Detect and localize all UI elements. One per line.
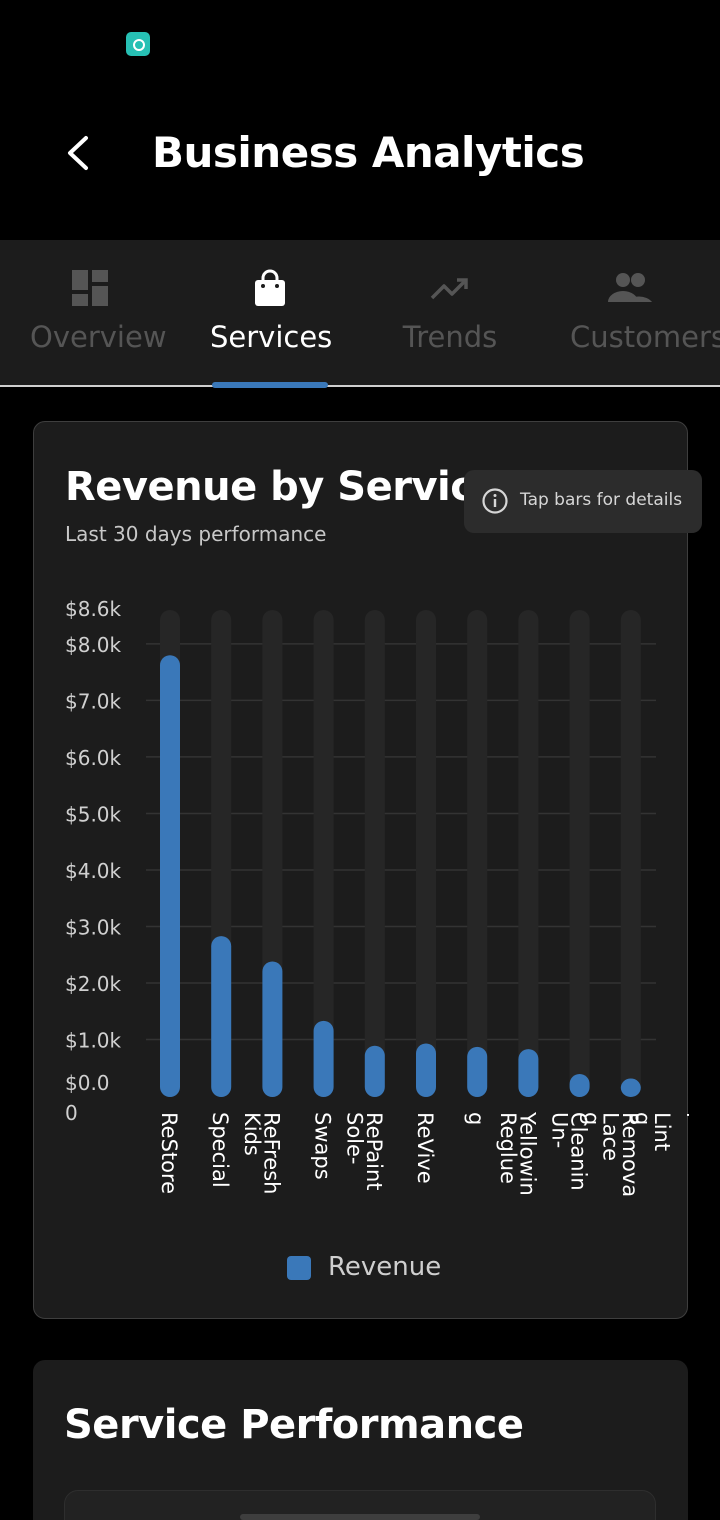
revenue-chart-card: Revenue by Service Last 30 days performa… [33,421,702,1320]
x-tick-label: Lint [650,1112,674,1151]
y-tick-label: $0.0 [65,1071,110,1095]
tab-overview-label: Overview [30,320,167,354]
x-tick-label: g [579,1112,603,1125]
page-title: Business Analytics [152,128,585,177]
bar [364,1045,385,1097]
info-icon [482,488,508,514]
bar [467,1046,488,1097]
y-tick-label: $6.0k [65,746,122,770]
x-tick-label: Reglue [496,1112,520,1184]
y-tick-label: $1.0k [65,1028,122,1052]
x-tick-label: Yellowin [515,1111,539,1196]
bar [211,936,232,1097]
x-tick-label: RePaint [362,1112,386,1191]
trending-up-icon [430,278,468,300]
shopping-bag-icon [255,269,285,306]
bar-track [364,610,385,1096]
x-tick-label: ReVive [413,1112,437,1184]
x-tick-label: Un- [547,1112,571,1148]
revenue-bar-chart[interactable]: $0.0 $1.0k $2.0k $3.0k $4.0k $5.0k $6.0k $7.0k $… [34,422,689,1320]
dashboard-icon [72,270,108,306]
bar-track [467,610,488,1096]
y-tick-label: 0 [65,1101,78,1125]
tab-indicator [212,382,328,388]
tab-bar: Overview Services Trends [0,240,720,388]
performance-title: Service Performance [64,1402,524,1448]
x-tick-label: Remova [618,1112,642,1197]
tab-services-label: Services [210,320,333,354]
tab-trends[interactable]: Trends [360,240,540,385]
y-tick-label: $2.0k [65,972,122,996]
status-app-icon [126,32,150,56]
x-tick-label: Special [208,1112,232,1188]
bar [416,1043,436,1097]
legend-swatch [287,1256,311,1280]
bar-track [620,610,641,1096]
tab-customers[interactable]: Customers [540,240,720,385]
bar [569,1073,590,1097]
tap-hint-text: Tap bars for details [520,490,683,510]
x-tick-label: Sole- [343,1112,367,1165]
tap-hint-chip: Tap bars for details [464,470,702,533]
y-tick-label: $3.0k [65,915,122,939]
back-button[interactable] [56,128,104,178]
people-icon [608,273,652,302]
x-tick-label: g [631,1112,655,1125]
x-tick-label: Lace [599,1112,623,1161]
x-tick-label: Swaps [311,1112,335,1180]
y-tick-label: $8.6k [65,597,122,621]
x-tick-label: g [464,1112,488,1125]
tab-overview[interactable]: Overview [0,240,180,385]
x-tick-label: ReFresh [259,1112,283,1194]
chart-title: Revenue by Service [65,464,501,510]
bar-track [518,610,539,1096]
x-tick-label: ReStore [157,1112,181,1194]
service-performance-card: Service Performance [33,1360,688,1520]
bar [313,1020,334,1097]
y-tick-label: $4.0k [65,859,122,883]
chart-subtitle: Last 30 days performance [65,522,327,546]
bar [160,655,180,1097]
legend-label: Revenue [328,1252,442,1282]
bar [518,1049,539,1097]
bar [262,961,283,1097]
drag-handle[interactable] [240,1514,480,1520]
performance-panel [64,1490,656,1520]
bar-track [416,610,436,1096]
bar-track [313,610,334,1096]
y-tick-label: $5.0k [65,802,122,826]
arrow-left-icon [68,136,88,170]
tab-services[interactable]: Services [180,240,360,385]
bar-track [569,610,590,1096]
x-tick-label: Kids [240,1112,264,1156]
tab-trends-label: Trends [402,320,498,354]
y-tick-label: $8.0k [65,633,122,657]
x-tick-label: l [682,1112,689,1118]
y-tick-label: $7.0k [65,689,122,713]
bar [620,1078,641,1097]
tab-customers-label: Customers [570,320,720,354]
x-tick-label: Cleanin [567,1112,591,1191]
